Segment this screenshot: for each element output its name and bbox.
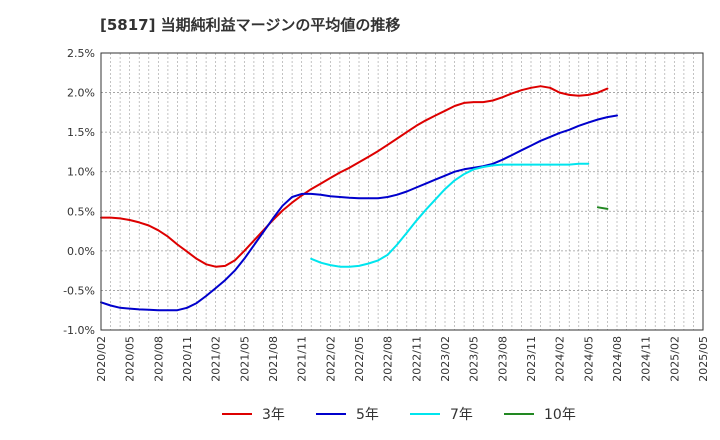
- series-line-7年: [310, 162, 590, 268]
- series-line-10年: [596, 206, 609, 210]
- legend-label: 5年: [356, 407, 379, 423]
- x-tick-label: 2023/02: [439, 336, 452, 382]
- y-tick-label: 2.0%: [67, 87, 95, 100]
- y-tick-label: 0.0%: [67, 245, 95, 258]
- y-tick-label: 2.5%: [67, 47, 95, 60]
- x-tick-label: 2023/11: [525, 336, 538, 382]
- x-tick-label: 2021/08: [267, 336, 280, 382]
- x-tick-label: 2022/05: [353, 336, 366, 382]
- x-tick-label: 2021/11: [296, 336, 309, 382]
- x-tick-label: 2021/05: [238, 336, 251, 382]
- y-axis-ticks: -1.0% -0.5% 0.0% 0.5% 1.0% 1.5% 2.0% 2.5%: [63, 47, 95, 337]
- y-tick-label: 1.0%: [67, 166, 95, 179]
- legend-label: 10年: [544, 407, 576, 423]
- x-tick-label: 2023/05: [468, 336, 481, 382]
- x-tick-label: 2022/02: [324, 336, 337, 382]
- x-tick-label: 2024/02: [554, 336, 567, 382]
- x-tick-label: 2020/02: [95, 336, 108, 382]
- x-tick-label: 2022/08: [382, 336, 395, 382]
- chart-title: [5817] 当期純利益マージンの平均値の推移: [100, 16, 400, 34]
- y-tick-label: 1.5%: [67, 126, 95, 139]
- series-line-3年: [100, 85, 609, 268]
- x-tick-label: 2020/05: [124, 336, 137, 382]
- x-tick-label: 2023/08: [496, 336, 509, 382]
- legend-label: 7年: [450, 407, 473, 423]
- x-tick-label: 2025/05: [697, 336, 710, 382]
- x-tick-label: 2021/02: [210, 336, 223, 382]
- x-tick-label: 2020/11: [181, 336, 194, 382]
- y-tick-label: -0.5%: [63, 284, 95, 297]
- x-axis-ticks: 2020/02 2020/05 2020/08 2020/11 2021/02 2021/…: [95, 336, 710, 382]
- x-tick-label: 2024/11: [640, 336, 653, 382]
- plot-frame: [100, 52, 704, 331]
- grid: [100, 52, 704, 331]
- legend: 3年 5年 7年 10年: [222, 407, 576, 423]
- x-tick-label: 2022/11: [410, 336, 423, 382]
- y-tick-label: -1.0%: [63, 324, 95, 337]
- x-tick-label: 2025/02: [668, 336, 681, 382]
- series-line-5年: [100, 114, 618, 312]
- y-tick-label: 0.5%: [67, 205, 95, 218]
- x-tick-label: 2020/08: [152, 336, 165, 382]
- x-tick-label: 2024/05: [582, 336, 595, 382]
- legend-label: 3年: [262, 407, 285, 423]
- x-tick-label: 2024/08: [611, 336, 624, 382]
- series-lines: [100, 85, 618, 312]
